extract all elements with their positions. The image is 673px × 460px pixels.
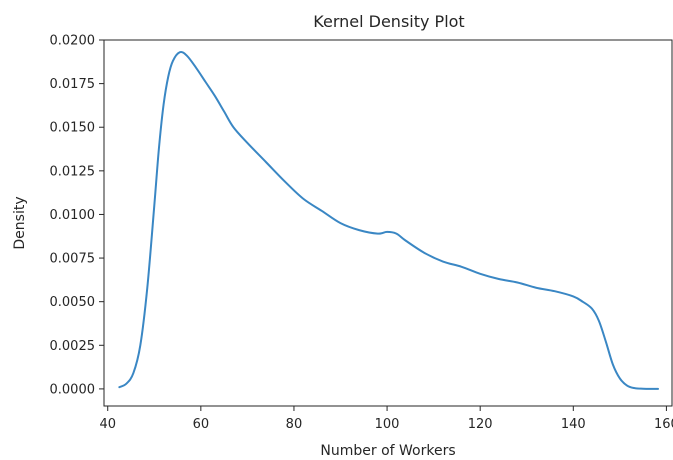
x-axis-label: Number of Workers — [320, 443, 455, 459]
x-tick-label: 140 — [561, 417, 586, 432]
y-tick-label: 0.0025 — [50, 339, 96, 354]
chart-title: Kernel Density Plot — [313, 12, 464, 31]
density-curve — [118, 51, 660, 390]
y-tick-label: 0.0100 — [50, 208, 96, 223]
y-tick-label: 0.0175 — [50, 77, 96, 92]
y-axis-label: Density — [12, 196, 28, 249]
y-tick-label: 0.0150 — [50, 121, 96, 136]
y-axis: 0.0000 0.0025 0.0050 0.0075 0.0100 0.0125 0.01… — [50, 34, 104, 397]
y-tick-label: 0.0125 — [50, 164, 96, 179]
x-tick-label: 80 — [286, 417, 303, 432]
y-tick-label: 0.0200 — [50, 34, 96, 49]
x-tick-label: 120 — [468, 417, 493, 432]
y-tick-label: 0.0075 — [50, 252, 96, 267]
y-tick-label: 0.0050 — [50, 295, 96, 310]
plot-frame — [103, 39, 673, 407]
y-tick-label: 0.0000 — [50, 382, 96, 397]
x-tick-label: 160 — [654, 417, 673, 432]
x-tick-label: 40 — [99, 417, 116, 432]
x-tick-label: 100 — [375, 417, 400, 432]
x-tick-label: 60 — [193, 417, 210, 432]
x-axis: 40 60 80 100 120 140 160 — [99, 406, 673, 432]
